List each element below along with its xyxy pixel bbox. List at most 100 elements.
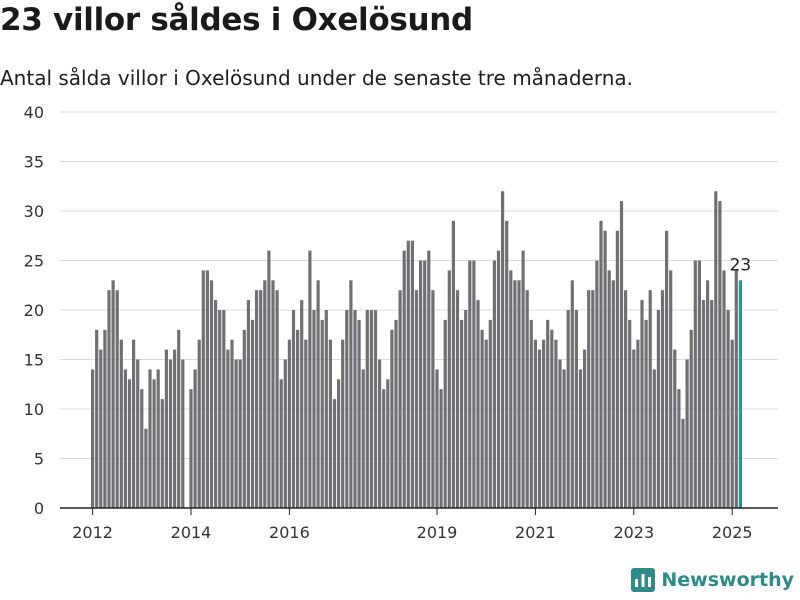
bar xyxy=(279,379,283,508)
bar xyxy=(660,290,665,508)
bar xyxy=(697,260,701,508)
bar xyxy=(373,310,378,508)
bar xyxy=(451,220,455,508)
bar xyxy=(246,300,250,508)
bar xyxy=(337,379,341,508)
bar xyxy=(644,319,648,508)
bar xyxy=(234,359,238,508)
bar xyxy=(341,339,345,508)
bar xyxy=(127,379,132,508)
bar xyxy=(283,359,287,508)
bar xyxy=(398,290,402,508)
bar xyxy=(103,329,107,508)
bar xyxy=(353,310,357,508)
bar xyxy=(521,250,525,508)
bar xyxy=(484,339,488,508)
bar xyxy=(673,349,677,508)
bar xyxy=(726,310,730,508)
newsworthy-logo-icon xyxy=(631,568,656,592)
brand-name: Newsworthy xyxy=(661,569,794,591)
bar xyxy=(402,250,406,508)
bar xyxy=(464,310,468,508)
bar xyxy=(714,191,718,508)
y-tick-label: 10 xyxy=(24,400,44,419)
bar xyxy=(226,349,230,508)
bar xyxy=(308,250,312,508)
bar xyxy=(419,260,423,508)
bar xyxy=(554,339,558,508)
bar xyxy=(685,359,689,508)
y-tick-label: 40 xyxy=(24,103,44,122)
bar xyxy=(607,270,611,508)
bar xyxy=(95,329,99,508)
bar xyxy=(517,280,521,508)
x-tick-label: 2014 xyxy=(171,523,212,542)
bar xyxy=(439,389,443,508)
bar xyxy=(123,369,127,508)
bar xyxy=(136,359,140,508)
bar xyxy=(706,280,710,508)
bar xyxy=(197,339,201,508)
bar xyxy=(734,270,738,508)
bar xyxy=(558,359,562,508)
bar xyxy=(427,250,431,508)
bar xyxy=(205,270,209,508)
bar xyxy=(209,280,214,508)
bar xyxy=(304,339,308,508)
bar xyxy=(562,369,566,508)
bar xyxy=(386,379,390,508)
bar xyxy=(115,290,119,508)
x-tick-label: 2021 xyxy=(515,523,556,542)
bar xyxy=(689,329,693,508)
bar-highlight xyxy=(738,280,742,508)
bar xyxy=(480,329,484,508)
bar xyxy=(591,290,595,508)
bar xyxy=(574,310,578,508)
bar xyxy=(173,349,177,508)
bar xyxy=(595,260,599,508)
bar xyxy=(365,310,369,508)
bar xyxy=(423,260,427,508)
bar xyxy=(361,369,365,508)
bar xyxy=(542,339,546,508)
bar xyxy=(652,369,656,508)
bar xyxy=(701,300,706,508)
bar xyxy=(624,290,628,508)
bar xyxy=(628,319,632,508)
bar xyxy=(476,300,480,508)
bar xyxy=(533,339,537,508)
bar xyxy=(230,339,234,508)
bar xyxy=(546,319,550,508)
bar xyxy=(189,389,193,508)
bar xyxy=(501,191,505,508)
bar xyxy=(111,280,115,508)
bar xyxy=(525,290,529,508)
data-label: 23 xyxy=(730,255,752,275)
bar xyxy=(414,290,419,508)
bar xyxy=(615,230,619,509)
y-tick-label: 25 xyxy=(24,252,44,271)
bar xyxy=(669,270,673,508)
bar xyxy=(611,280,615,508)
bar xyxy=(222,310,226,508)
bar xyxy=(369,310,373,508)
bar xyxy=(263,280,267,508)
bar xyxy=(345,310,349,508)
bar xyxy=(267,250,271,508)
bar xyxy=(513,280,517,508)
bar xyxy=(357,319,361,508)
bar xyxy=(382,389,386,508)
bar xyxy=(296,329,300,508)
y-tick-label: 0 xyxy=(34,499,44,518)
bar xyxy=(460,319,464,508)
bar xyxy=(238,359,242,508)
bar xyxy=(349,280,353,508)
bar xyxy=(156,369,160,508)
bar xyxy=(390,329,394,508)
bar xyxy=(578,369,583,508)
bar xyxy=(152,379,156,508)
chart-subtitle: Antal sålda villor i Oxelösund under de … xyxy=(0,66,634,90)
bar xyxy=(250,319,255,508)
bar xyxy=(619,201,624,508)
bar xyxy=(632,349,636,508)
